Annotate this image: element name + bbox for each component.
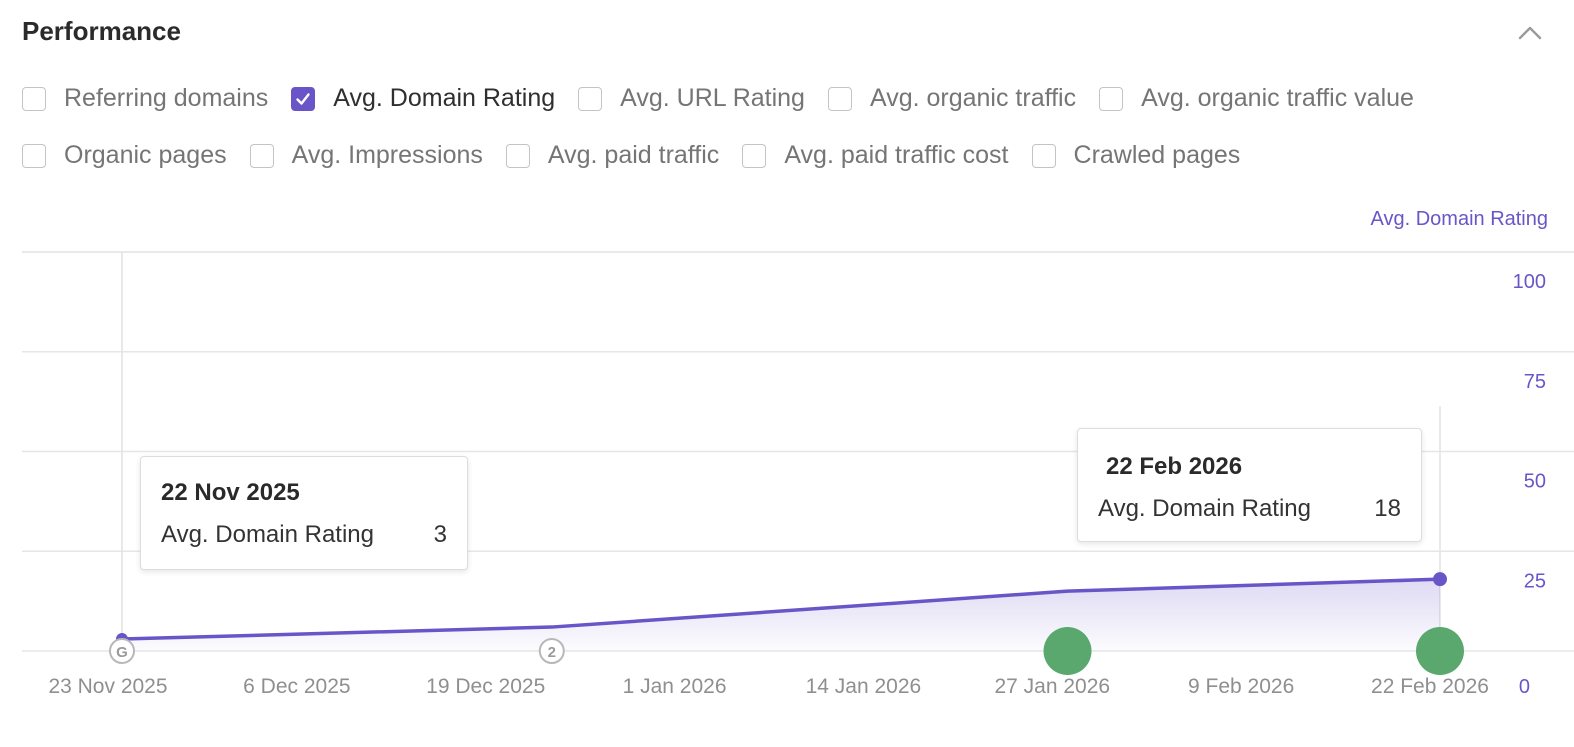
annotation-marker (538, 638, 565, 664)
metric-selector: Referring domains Avg. Domain Rating Avg… (22, 70, 1562, 184)
checkbox[interactable] (578, 86, 603, 111)
tooltip-start: 22 Nov 2025 Avg. Domain Rating 3 (140, 456, 468, 570)
checkbox[interactable] (249, 143, 274, 168)
checkbox[interactable] (742, 143, 767, 168)
metric-row-1: Referring domains Avg. Domain Rating Avg… (22, 70, 1562, 127)
series-line (120, 577, 1442, 641)
page-title: Performance (22, 16, 181, 46)
y-tick-label: 50 (1524, 471, 1546, 493)
y-tick-label: 25 (1524, 570, 1546, 592)
metric-label: Referring domains (64, 84, 269, 112)
chevron-up-icon (1518, 26, 1542, 40)
checkbox[interactable] (22, 143, 46, 168)
tooltip-date: 22 Nov 2025 (161, 479, 300, 506)
x-tick-label: 14 Jan 2026 (806, 675, 922, 698)
metric-avg-domain-rating[interactable]: Avg. Domain Rating (291, 84, 555, 113)
x-tick-label: 1 Jan 2026 (623, 675, 727, 698)
event-marker (1416, 627, 1464, 675)
series-area (122, 579, 1440, 651)
tooltip-metric: Avg. Domain Rating (161, 521, 374, 548)
metric-label: Avg. organic traffic value (1141, 84, 1414, 112)
metric-label: Organic pages (64, 141, 227, 169)
metric-organic-pages[interactable]: Organic pages (22, 141, 227, 170)
metric-avg-paid-traffic-cost[interactable]: Avg. paid traffic cost (742, 141, 1009, 170)
metric-label: Avg. paid traffic cost (784, 141, 1009, 169)
data-point (1433, 572, 1447, 587)
event-marker (1043, 627, 1092, 675)
x-tick-label: 23 Nov 2025 (48, 675, 167, 698)
x-tick-label: 6 Dec 2025 (243, 675, 350, 698)
metric-referring-domains[interactable]: Referring domains (22, 84, 268, 113)
metric-avg-paid-traffic[interactable]: Avg. paid traffic (505, 141, 720, 170)
x-tick-label: 9 Feb 2026 (1188, 675, 1294, 698)
checkbox[interactable] (827, 86, 852, 111)
tooltip-metric: Avg. Domain Rating (1098, 495, 1311, 522)
checkbox[interactable] (1099, 86, 1124, 111)
metric-crawled-pages[interactable]: Crawled pages (1031, 141, 1241, 170)
tooltip-date: 22 Feb 2026 (1106, 453, 1243, 480)
metric-label: Crawled pages (1073, 141, 1241, 169)
metric-label: Avg. organic traffic (869, 84, 1077, 112)
metric-avg-impressions[interactable]: Avg. Impressions (249, 141, 483, 170)
tooltip-value: 3 (433, 521, 447, 548)
tooltip-value: 18 (1374, 495, 1401, 522)
x-tick-label: 22 Feb 2026 (1371, 675, 1489, 698)
metric-avg-url-rating[interactable]: Avg. URL Rating (578, 84, 805, 113)
metric-label: Avg. Impressions (291, 141, 483, 169)
metric-avg-organic-traffic-value[interactable]: Avg. organic traffic value (1099, 84, 1414, 113)
metric-label: Avg. paid traffic (547, 141, 720, 169)
annotation-label: G (116, 644, 128, 661)
x-tick-label: 19 Dec 2025 (426, 675, 545, 698)
metric-row-2: Organic pages Avg. Impressions Avg. paid… (22, 127, 1562, 184)
checkbox[interactable] (505, 143, 530, 168)
y-tick-label: 0 (1519, 676, 1530, 698)
tooltip-end: 22 Feb 2026 Avg. Domain Rating 18 (1077, 428, 1422, 542)
checkbox[interactable] (291, 86, 316, 111)
y-axis-title: Avg. Domain Rating (1370, 208, 1549, 230)
y-tick-label: 100 (1513, 271, 1546, 293)
x-tick-label: 27 Jan 2026 (994, 675, 1110, 698)
annotation-marker (109, 638, 135, 664)
metric-avg-organic-traffic[interactable]: Avg. organic traffic (827, 84, 1077, 113)
checkbox[interactable] (22, 86, 46, 111)
checkbox[interactable] (1031, 143, 1056, 168)
check-icon (296, 92, 310, 105)
collapse-button[interactable] (1514, 20, 1546, 44)
metric-label: Avg. Domain Rating (333, 84, 556, 112)
metric-label: Avg. URL Rating (620, 84, 805, 112)
annotation-label: 2 (548, 644, 556, 661)
y-tick-label: 75 (1524, 371, 1546, 393)
